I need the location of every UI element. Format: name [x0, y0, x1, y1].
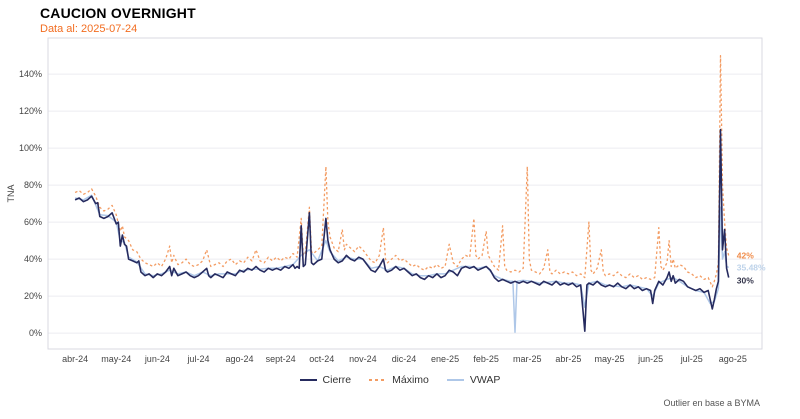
- y-tick-label-20: 20%: [24, 291, 42, 301]
- end-annotation-42%: 42%: [737, 250, 754, 260]
- legend-label-cierre: Cierre: [322, 374, 352, 386]
- x-tick-label-may-25: may-25: [594, 354, 624, 364]
- y-tick-label-60: 60%: [24, 217, 42, 227]
- legend-label-maximo: Máximo: [392, 374, 429, 386]
- maximo-dashed-line-swatch: [369, 379, 387, 381]
- legend: Cierre Máximo VWAP: [0, 372, 800, 388]
- x-tick-label-jun-24: jun-24: [144, 354, 170, 364]
- y-axis-title: TNA: [6, 185, 16, 203]
- series-line-cierre: [74, 128, 730, 332]
- y-tick-label-40: 40%: [24, 254, 42, 264]
- x-tick-label-sept-24: sept-24: [266, 354, 296, 364]
- x-tick-label-mar-25: mar-25: [513, 354, 542, 364]
- x-tick-label-dic-24: dic-24: [392, 354, 417, 364]
- chart-subtitle-date: Data al: 2025-07-24: [40, 23, 138, 35]
- legend-label-vwap: VWAP: [469, 374, 501, 386]
- x-tick-label-jul-24: jul-24: [186, 354, 209, 364]
- x-tick-label-feb-25: feb-25: [473, 354, 499, 364]
- x-tick-label-nov-24: nov-24: [349, 354, 377, 364]
- legend-item-maximo[interactable]: Máximo: [369, 372, 429, 388]
- x-tick-label-jul-25: jul-25: [680, 354, 703, 364]
- series-line-máximo: [74, 54, 730, 288]
- plot-border: [47, 37, 763, 350]
- legend-item-vwap[interactable]: VWAP: [446, 372, 501, 388]
- y-tick-label-80: 80%: [24, 180, 42, 190]
- x-tick-label-ago-25: ago-25: [719, 354, 747, 364]
- cierre-line-swatch: [299, 379, 317, 381]
- y-tick-label-140: 140%: [19, 69, 42, 79]
- end-annotation-30%: 30%: [737, 275, 754, 285]
- y-tick-label-100: 100%: [19, 143, 42, 153]
- tna-line-chart-plot-area[interactable]: 0% 20% 40% 60% 80% 100% 120% 140% TNA abr-24 may-2…: [0, 36, 800, 368]
- source-attribution: Outlier en base a BYMA: [663, 398, 760, 408]
- end-annotation-35.48%: 35.48%: [737, 262, 766, 272]
- y-tick-label-0: 0%: [29, 328, 42, 338]
- series-line-vwap: [74, 194, 729, 333]
- x-tick-label-ago-24: ago-24: [226, 354, 254, 364]
- x-tick-label-abr-25: abr-25: [555, 354, 581, 364]
- x-tick-label-jun-25: jun-25: [637, 354, 663, 364]
- legend-item-cierre[interactable]: Cierre: [299, 372, 352, 388]
- x-tick-label-may-24: may-24: [101, 354, 131, 364]
- x-tick-label-abr-24: abr-24: [62, 354, 88, 364]
- x-tick-label-ene-25: ene-25: [431, 354, 459, 364]
- page-title: CAUCION OVERNIGHT: [40, 5, 196, 21]
- vwap-line-swatch: [446, 379, 464, 381]
- x-tick-label-oct-24: oct-24: [309, 354, 334, 364]
- y-tick-label-120: 120%: [19, 106, 42, 116]
